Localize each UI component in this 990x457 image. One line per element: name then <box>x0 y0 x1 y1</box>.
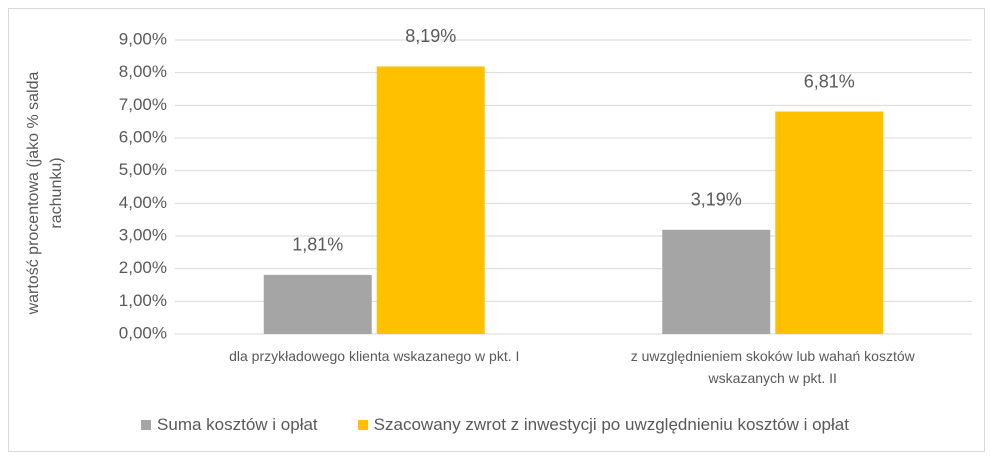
y-tick-label: 2,00% <box>119 258 167 277</box>
chart-border <box>8 8 985 452</box>
legend-label: Szacowany zwrot z inwestycji po uwzględn… <box>373 415 849 434</box>
x-tick-label: z uwzględnieniem skoków lub wahań kosztó… <box>630 348 915 386</box>
y-tick-label: 9,00% <box>119 29 167 48</box>
bar <box>662 229 771 334</box>
legend-label: Suma kosztów i opłat <box>157 415 318 434</box>
legend-swatch <box>141 420 152 430</box>
data-label: 3,19% <box>691 190 742 210</box>
y-tick-label: 3,00% <box>119 225 167 244</box>
legend-swatch <box>357 420 368 430</box>
bar <box>376 66 485 335</box>
y-tick-label: 6,00% <box>119 127 167 146</box>
y-tick-label: 8,00% <box>119 62 167 81</box>
data-label: 6,81% <box>804 71 855 91</box>
legend: Suma kosztów i opłat Szacowany zwrot z in… <box>0 415 990 435</box>
legend-item: Szacowany zwrot z inwestycji po uwzględn… <box>357 415 849 435</box>
y-tick-label: 5,00% <box>119 160 167 179</box>
data-label: 1,81% <box>292 235 343 255</box>
bar <box>775 111 884 334</box>
y-tick-label: 1,00% <box>119 291 167 310</box>
y-axis-title: wartość procentowa (jako % salda rachunk… <box>25 71 65 315</box>
y-tick-label: 0,00% <box>119 323 167 342</box>
x-tick-label: dla przykładowego klienta wskazanego w p… <box>229 348 520 364</box>
y-tick-label: 4,00% <box>119 193 167 212</box>
bar <box>263 274 372 334</box>
legend-item: Suma kosztów i opłat <box>141 415 318 435</box>
data-label: 8,19% <box>405 26 456 46</box>
y-tick-label: 7,00% <box>119 95 167 114</box>
